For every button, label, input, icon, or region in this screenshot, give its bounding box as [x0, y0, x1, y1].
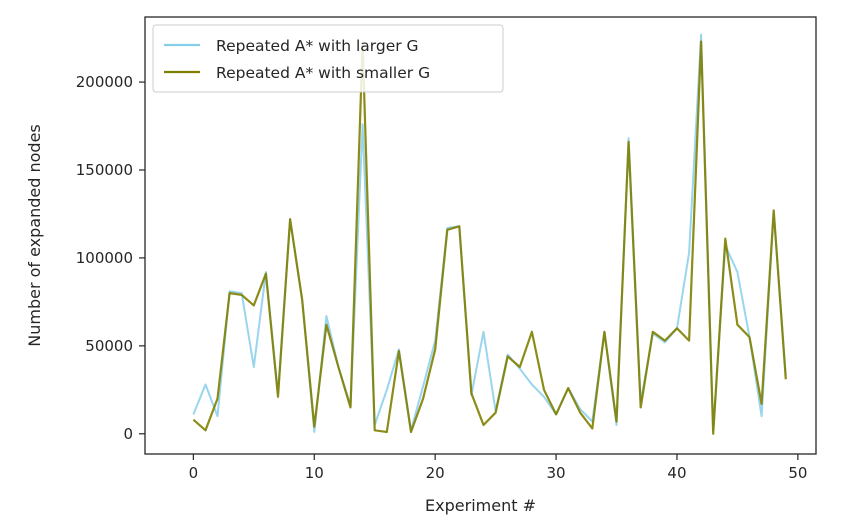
- x-axis-label: Experiment #: [425, 496, 536, 515]
- y-axis-label: Number of expanded nodes: [25, 124, 44, 347]
- x-tick-label: 0: [189, 464, 199, 482]
- x-tick-label: 50: [788, 464, 807, 482]
- legend-label-larger-g: Repeated A* with larger G: [216, 37, 419, 55]
- x-tick-label: 40: [667, 464, 686, 482]
- series-layer: [192, 33, 787, 435]
- y-tick-label: 50000: [85, 337, 133, 355]
- y-tick-label: 200000: [76, 73, 133, 91]
- y-tick-label: 150000: [76, 161, 133, 179]
- ticks-layer: 0 10 20 30 40 50 0 50000 100000 150000 200000: [76, 73, 808, 482]
- y-tick-label: 0: [123, 425, 133, 443]
- series-line-smaller-g: [192, 40, 787, 435]
- legend-box: [152, 24, 504, 93]
- legend: Repeated A* with larger G Repeated A* wi…: [152, 24, 504, 93]
- y-tick-label: 100000: [76, 249, 133, 267]
- legend-label-smaller-g: Repeated A* with smaller G: [216, 64, 430, 82]
- x-tick-label: 30: [547, 464, 566, 482]
- x-tick-label: 10: [305, 464, 324, 482]
- plot-frame: [144, 16, 817, 455]
- series-line-larger-g: [192, 33, 787, 433]
- x-tick-label: 20: [426, 464, 445, 482]
